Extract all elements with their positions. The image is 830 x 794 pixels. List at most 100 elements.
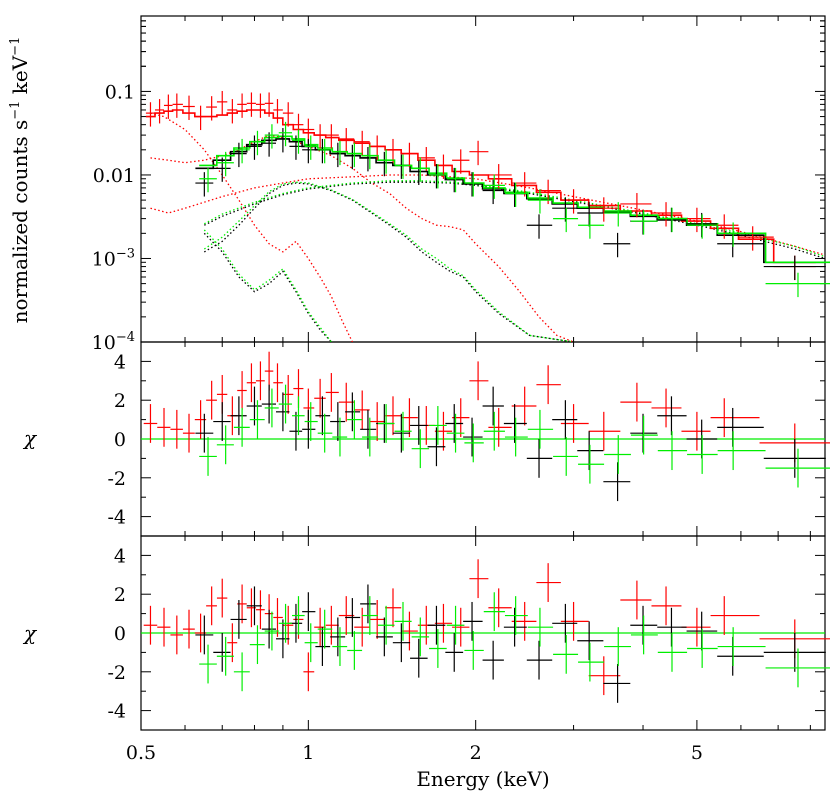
- residual-point-green: [527, 409, 554, 449]
- residuals-2-y-axis-label: χ: [22, 621, 38, 645]
- y-tick-label: 10−3: [92, 246, 135, 270]
- spectrum-data-point-red: [172, 93, 183, 118]
- residual-point-red: [354, 390, 370, 430]
- residual-point-green: [394, 411, 412, 451]
- y-tick-label: -2: [107, 662, 126, 684]
- residual-point-black: [603, 462, 631, 502]
- residual-point-green: [687, 629, 718, 668]
- spectrum-data-point-red: [385, 138, 402, 164]
- residual-point-green: [446, 413, 465, 453]
- residuals-1-y-axis-label: χ: [22, 426, 38, 450]
- residual-point-red: [314, 607, 326, 647]
- residual-point-black: [577, 621, 604, 661]
- residual-point-red: [143, 605, 158, 645]
- y-tick-label: 4: [114, 351, 126, 373]
- residual-point-green: [630, 615, 658, 655]
- residual-point-red: [536, 365, 561, 405]
- residual-point-red: [354, 607, 370, 647]
- y-tick-label: 0.01: [93, 165, 135, 187]
- residual-point-green: [264, 388, 279, 428]
- spectrum-data-point-green: [687, 214, 718, 239]
- spectrum-data-point-red: [206, 96, 217, 121]
- spectrum-data-point-green: [317, 138, 333, 164]
- residual-point-black: [345, 392, 361, 432]
- spectrum-data-point-green: [527, 189, 554, 214]
- residual-point-black: [246, 386, 262, 426]
- residual-point-black: [261, 384, 277, 424]
- residual-point-black: [302, 592, 316, 632]
- residual-point-green: [604, 627, 631, 666]
- residual-point-green: [347, 631, 363, 670]
- model-component-curve: [203, 229, 332, 342]
- spectrum-data-point-green: [717, 222, 766, 247]
- residual-point-green: [233, 407, 250, 447]
- residual-point-red: [206, 586, 217, 626]
- spectrum-data-point-red: [163, 94, 173, 119]
- residual-point-green: [657, 431, 688, 471]
- residual-point-green: [394, 601, 412, 641]
- residual-point-red: [282, 605, 294, 645]
- residual-point-green: [216, 636, 234, 676]
- residual-point-green: [687, 435, 718, 474]
- spectrum-data-point-red: [264, 92, 274, 117]
- spectrum-data-point-black: [261, 132, 277, 157]
- residual-point-green: [317, 609, 333, 649]
- residual-point-black: [330, 617, 346, 657]
- residual-point-green: [483, 411, 505, 451]
- spectrum-data-point-green: [347, 142, 363, 168]
- residual-point-black: [526, 439, 553, 478]
- residual-point-green: [362, 596, 378, 635]
- residual-point-green: [717, 627, 766, 666]
- residual-point-black: [603, 664, 631, 703]
- spectrum-data-point-red: [145, 102, 156, 127]
- residual-point-red: [170, 615, 183, 655]
- residual-point-red: [651, 388, 682, 428]
- residual-point-red: [325, 373, 339, 412]
- model-component-curve: [204, 181, 825, 260]
- residual-point-green: [304, 623, 318, 663]
- spectrum-panel-frame: [140, 15, 826, 343]
- residual-point-red: [385, 588, 402, 628]
- spectrum-data-point-black: [302, 138, 316, 164]
- residual-point-black: [315, 396, 331, 436]
- spectrum-data-point-black: [577, 202, 604, 227]
- residual-point-red: [157, 407, 171, 447]
- residual-point-red: [401, 398, 418, 438]
- model-component-curve: [203, 232, 332, 342]
- spectrum-data-point-green: [578, 214, 605, 239]
- model-component-curve: [203, 181, 574, 342]
- residual-point-green: [249, 625, 265, 665]
- residual-point-green: [527, 607, 554, 647]
- spectrum-data-point-black: [763, 255, 826, 281]
- residual-point-black: [445, 404, 464, 443]
- spectrum-data-point-red: [182, 95, 195, 120]
- residual-point-green: [765, 448, 830, 488]
- x-tick-label: 5: [691, 742, 703, 764]
- spectrum-data-point-red: [620, 193, 652, 218]
- spectrum-data-point-green: [332, 140, 348, 166]
- residual-point-green: [504, 417, 528, 457]
- residual-point-green: [362, 417, 378, 457]
- residual-point-green: [332, 417, 348, 457]
- residual-point-black: [763, 633, 826, 672]
- spectrum-data-point-black: [276, 128, 290, 153]
- residual-point-red: [255, 361, 265, 401]
- spectrum-data-point-green: [657, 207, 688, 233]
- residual-point-black: [552, 400, 578, 439]
- spectrum-data-point-red: [194, 105, 207, 131]
- residual-point-green: [377, 605, 395, 645]
- residual-point-black: [330, 402, 346, 441]
- residual-point-black: [376, 617, 393, 657]
- residual-point-black: [276, 619, 290, 659]
- residual-point-black: [345, 598, 361, 637]
- y-tick-label: 10−4: [92, 330, 135, 354]
- spectrum-data-point-black: [289, 135, 303, 160]
- y-tick-label: 2: [114, 390, 126, 412]
- residual-point-black: [763, 439, 826, 478]
- residual-point-green: [317, 413, 333, 453]
- residual-point-green: [464, 423, 484, 463]
- residual-point-green: [765, 648, 830, 688]
- residual-point-red: [588, 411, 621, 451]
- residual-point-red: [282, 374, 294, 414]
